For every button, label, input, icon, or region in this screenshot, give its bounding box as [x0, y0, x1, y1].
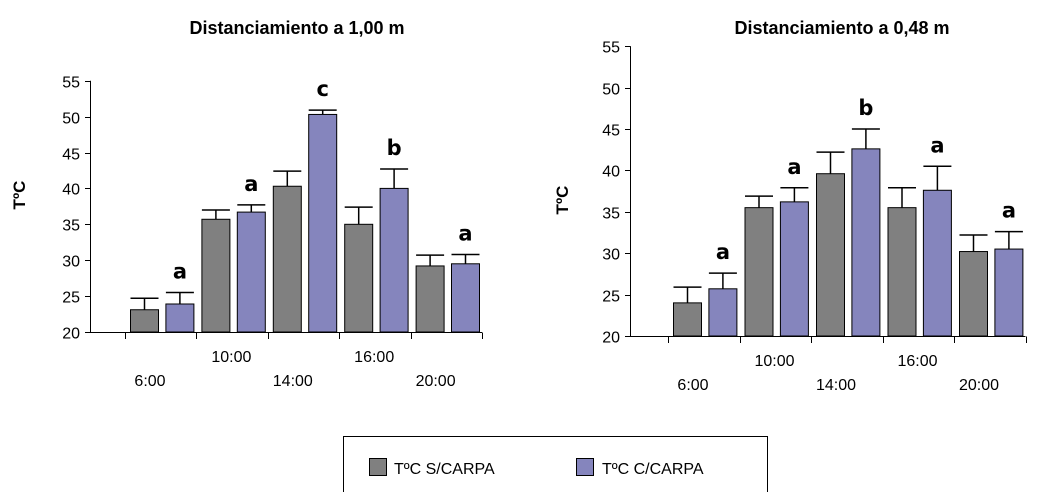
- legend-swatch-s-carpa: [369, 458, 387, 476]
- significance-letter: a: [173, 260, 187, 284]
- bar: [379, 187, 409, 333]
- y-tick-label: 20: [602, 330, 620, 347]
- bar: [272, 185, 302, 333]
- bar: [959, 251, 988, 337]
- x-tick-label: 6:00: [134, 373, 165, 390]
- significance-letter: a: [787, 155, 801, 179]
- y-tick-label: 45: [602, 123, 620, 140]
- legend-label-c-carpa: TºC C/CARPA: [602, 461, 704, 478]
- y-tick-label: 25: [602, 289, 620, 306]
- x-tick-label: 6:00: [677, 377, 708, 394]
- x-tick-label: 20:00: [959, 377, 999, 394]
- y-tick-label: 35: [602, 206, 620, 223]
- bar: [922, 189, 952, 337]
- bar: [415, 265, 445, 333]
- y-axis-label: TºC: [10, 181, 29, 210]
- y-tick-label: 30: [62, 254, 80, 271]
- bar: [779, 201, 809, 337]
- x-tick-label: 20:00: [416, 373, 456, 390]
- significance-letter: c: [316, 77, 328, 101]
- bar: [673, 302, 702, 337]
- significance-letter: b: [387, 136, 402, 160]
- bar: [744, 207, 774, 337]
- significance-letter: a: [930, 133, 944, 157]
- y-tick-label: 50: [62, 111, 80, 128]
- bar: [451, 263, 480, 333]
- y-tick-label: 30: [602, 247, 620, 264]
- y-tick-label: 20: [62, 326, 80, 343]
- significance-letter: b: [858, 96, 873, 120]
- x-tick-label: 14:00: [816, 377, 856, 394]
- legend-label-s-carpa: TºC S/CARPA: [394, 461, 495, 478]
- significance-letter: a: [1002, 199, 1016, 223]
- significance-letter: a: [458, 221, 472, 245]
- bar: [816, 173, 845, 337]
- x-tick-label: 16:00: [354, 349, 394, 366]
- x-tick-label: 14:00: [273, 373, 313, 390]
- significance-letter: a: [244, 172, 258, 196]
- legend-frame: [343, 436, 768, 492]
- bar: [236, 211, 266, 333]
- bar: [887, 207, 917, 337]
- y-tick-label: 35: [62, 218, 80, 235]
- y-tick-label: 25: [62, 290, 80, 307]
- chart-title: Distanciamiento a 0,48 m: [734, 18, 949, 38]
- y-tick-label: 40: [602, 164, 620, 181]
- chart-distanciamiento-048m: Distanciamiento a 0,48 m TºC 20 25 30 35 40 45 5…: [553, 18, 1027, 394]
- bar: [344, 223, 374, 333]
- y-tick-label: 50: [602, 82, 620, 99]
- y-tick-label: 45: [62, 147, 80, 164]
- y-tick-label: 40: [62, 182, 80, 199]
- legend: TºC S/CARPA TºC C/CARPA: [343, 436, 768, 492]
- y-tick-label: 55: [602, 40, 620, 57]
- bar: [994, 248, 1024, 337]
- y-tick-label: 55: [62, 75, 80, 92]
- x-tick-label: 10:00: [754, 353, 794, 370]
- significance-letter: a: [716, 240, 730, 264]
- y-axis-label: TºC: [553, 186, 572, 215]
- bar: [708, 288, 738, 337]
- bar: [308, 113, 338, 333]
- chart-distanciamiento-1m: Distanciamiento a 1,00 m TºC 20 25 30 35 40 45 5…: [10, 18, 483, 390]
- x-tick-label: 16:00: [897, 353, 937, 370]
- legend-swatch-c-carpa: [576, 458, 594, 476]
- bar: [165, 303, 195, 333]
- chart-title: Distanciamiento a 1,00 m: [189, 18, 404, 38]
- bar: [201, 218, 231, 333]
- x-tick-label: 10:00: [211, 349, 251, 366]
- bar: [851, 148, 881, 337]
- bar: [130, 309, 159, 333]
